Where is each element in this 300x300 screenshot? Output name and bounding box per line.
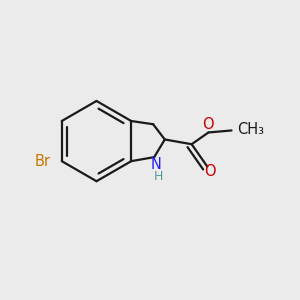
Text: O: O [202,117,214,132]
Text: N: N [150,157,161,172]
Text: H: H [154,170,163,183]
Text: CH₃: CH₃ [238,122,265,137]
Text: O: O [204,164,215,179]
Text: Br: Br [34,154,50,169]
